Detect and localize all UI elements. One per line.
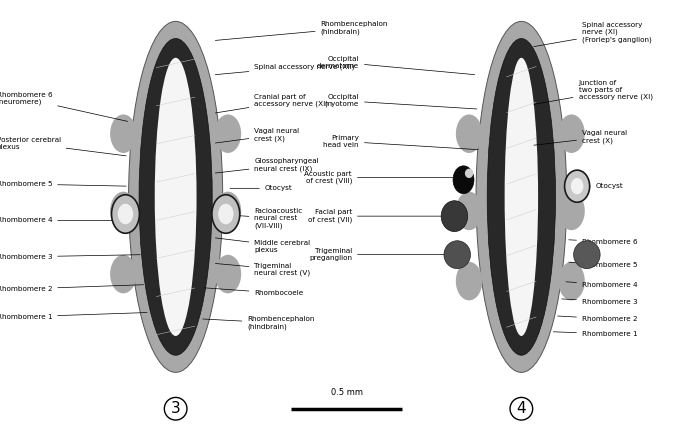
Text: Spinal accessory nerve (XII): Spinal accessory nerve (XII) [215, 63, 355, 74]
Ellipse shape [212, 195, 240, 233]
Text: Rhombomere 6
(neuromere): Rhombomere 6 (neuromere) [0, 92, 128, 122]
Text: Facial part
of crest (VII): Facial part of crest (VII) [308, 209, 456, 223]
Text: Posterior cerebral
plexus: Posterior cerebral plexus [0, 137, 126, 156]
Text: Cranial part of
accessory nerve (XI): Cranial part of accessory nerve (XI) [215, 94, 328, 113]
Ellipse shape [215, 114, 241, 153]
Text: Rhombomere 5: Rhombomere 5 [0, 181, 126, 187]
Text: Vagal neural
crest (X): Vagal neural crest (X) [534, 130, 627, 145]
Ellipse shape [505, 58, 538, 336]
Ellipse shape [558, 192, 585, 230]
Text: Vagal neural
crest (X): Vagal neural crest (X) [215, 128, 300, 143]
Text: Rhombomere 2: Rhombomere 2 [0, 285, 144, 292]
Text: 0.5 mm: 0.5 mm [331, 388, 362, 397]
Ellipse shape [110, 255, 137, 293]
Text: Facioacoustic
neural crest
(VII-VIII): Facioacoustic neural crest (VII-VIII) [215, 208, 302, 229]
Text: Otocyst: Otocyst [230, 185, 293, 191]
Text: 4: 4 [516, 401, 526, 416]
Text: Junction of
two parts of
accessory nerve (XI): Junction of two parts of accessory nerve… [534, 80, 652, 104]
Text: Rhombomere 1: Rhombomere 1 [553, 331, 638, 337]
Text: Trigeminal
preganglion: Trigeminal preganglion [309, 248, 454, 261]
Ellipse shape [139, 39, 213, 355]
Ellipse shape [456, 262, 482, 300]
Ellipse shape [215, 192, 241, 230]
Ellipse shape [558, 262, 585, 300]
Text: Rhombomere 2: Rhombomere 2 [558, 316, 638, 322]
Ellipse shape [456, 114, 482, 153]
Ellipse shape [444, 241, 470, 269]
Text: Trigeminal
neural crest (V): Trigeminal neural crest (V) [215, 263, 311, 276]
Ellipse shape [118, 204, 133, 224]
Ellipse shape [218, 204, 233, 224]
Text: Otocyst: Otocyst [583, 183, 624, 189]
Text: Rhombomere 3: Rhombomere 3 [0, 254, 140, 260]
Text: Rhombomere 1: Rhombomere 1 [0, 312, 147, 320]
Ellipse shape [155, 58, 197, 336]
Ellipse shape [215, 255, 241, 293]
Ellipse shape [565, 170, 590, 202]
Ellipse shape [465, 169, 473, 178]
Ellipse shape [453, 166, 474, 193]
Text: Primary
head vein: Primary head vein [323, 135, 478, 150]
Ellipse shape [574, 241, 600, 269]
Text: Rhombocoele: Rhombocoele [204, 288, 304, 296]
Text: Rhombomere 4: Rhombomere 4 [566, 282, 638, 288]
Text: Rhombencephalon
(hindbrain): Rhombencephalon (hindbrain) [215, 21, 388, 40]
Text: Rhombomere 4: Rhombomere 4 [0, 217, 130, 223]
Ellipse shape [110, 192, 137, 230]
Ellipse shape [456, 192, 482, 230]
Text: Middle cerebral
plexus: Middle cerebral plexus [215, 238, 311, 253]
Text: Rhombomere 5: Rhombomere 5 [569, 262, 638, 268]
Ellipse shape [558, 114, 585, 153]
Ellipse shape [476, 21, 567, 372]
Ellipse shape [128, 21, 223, 372]
Ellipse shape [441, 201, 468, 232]
Ellipse shape [110, 114, 137, 153]
Text: Acoustic part
of crest (VIII): Acoustic part of crest (VIII) [305, 171, 463, 184]
Text: Rhombomere 3: Rhombomere 3 [562, 299, 638, 305]
Text: Spinal accessory
nerve (XI)
(Froriep's ganglion): Spinal accessory nerve (XI) (Froriep's g… [534, 21, 652, 47]
Text: Glossopharyngeal
neural crest (IX): Glossopharyngeal neural crest (IX) [215, 158, 319, 173]
Ellipse shape [487, 39, 556, 355]
Text: Rhombomere 6: Rhombomere 6 [569, 239, 638, 245]
Text: 3: 3 [171, 401, 181, 416]
Ellipse shape [571, 178, 583, 194]
Text: Occipital
myotome: Occipital myotome [325, 94, 477, 109]
Text: Rhombencephalon
(hindbrain): Rhombencephalon (hindbrain) [203, 316, 315, 330]
Ellipse shape [112, 195, 139, 233]
Text: Occipital
dermatome: Occipital dermatome [317, 56, 475, 74]
